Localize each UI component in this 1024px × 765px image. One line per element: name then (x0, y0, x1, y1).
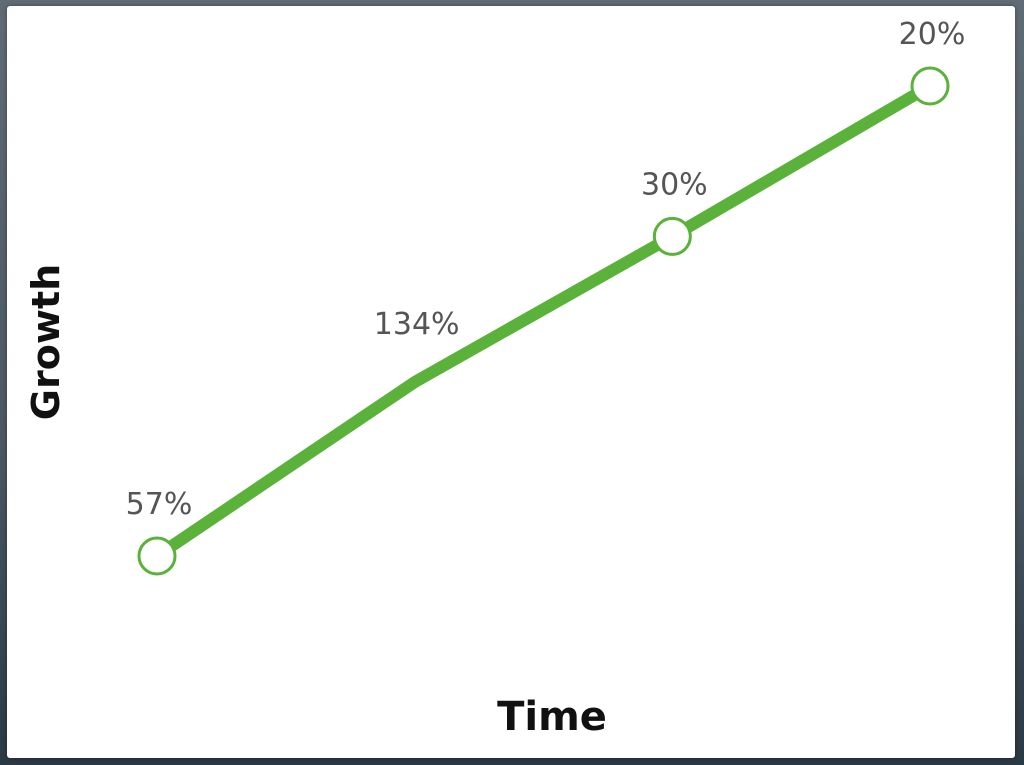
series-line (151, 80, 936, 562)
y-axis-title: Growth (24, 264, 68, 420)
data-label: 57% (126, 487, 193, 522)
chart-card: Growth Time 57% 134% 30% 20% (7, 6, 1015, 758)
data-label: 30% (641, 167, 708, 202)
data-point-marker[interactable] (910, 66, 950, 106)
line-chart: Growth Time 57% 134% 30% 20% (24, 17, 966, 740)
data-label: 134% (374, 307, 460, 342)
markers-group (137, 66, 950, 576)
data-point-marker[interactable] (652, 216, 692, 256)
data-label: 20% (899, 17, 966, 52)
data-point-marker[interactable] (137, 536, 177, 576)
x-axis-title: Time (497, 694, 607, 740)
data-labels-group: 57% 134% 30% 20% (126, 17, 966, 522)
series-line-group (151, 80, 936, 562)
